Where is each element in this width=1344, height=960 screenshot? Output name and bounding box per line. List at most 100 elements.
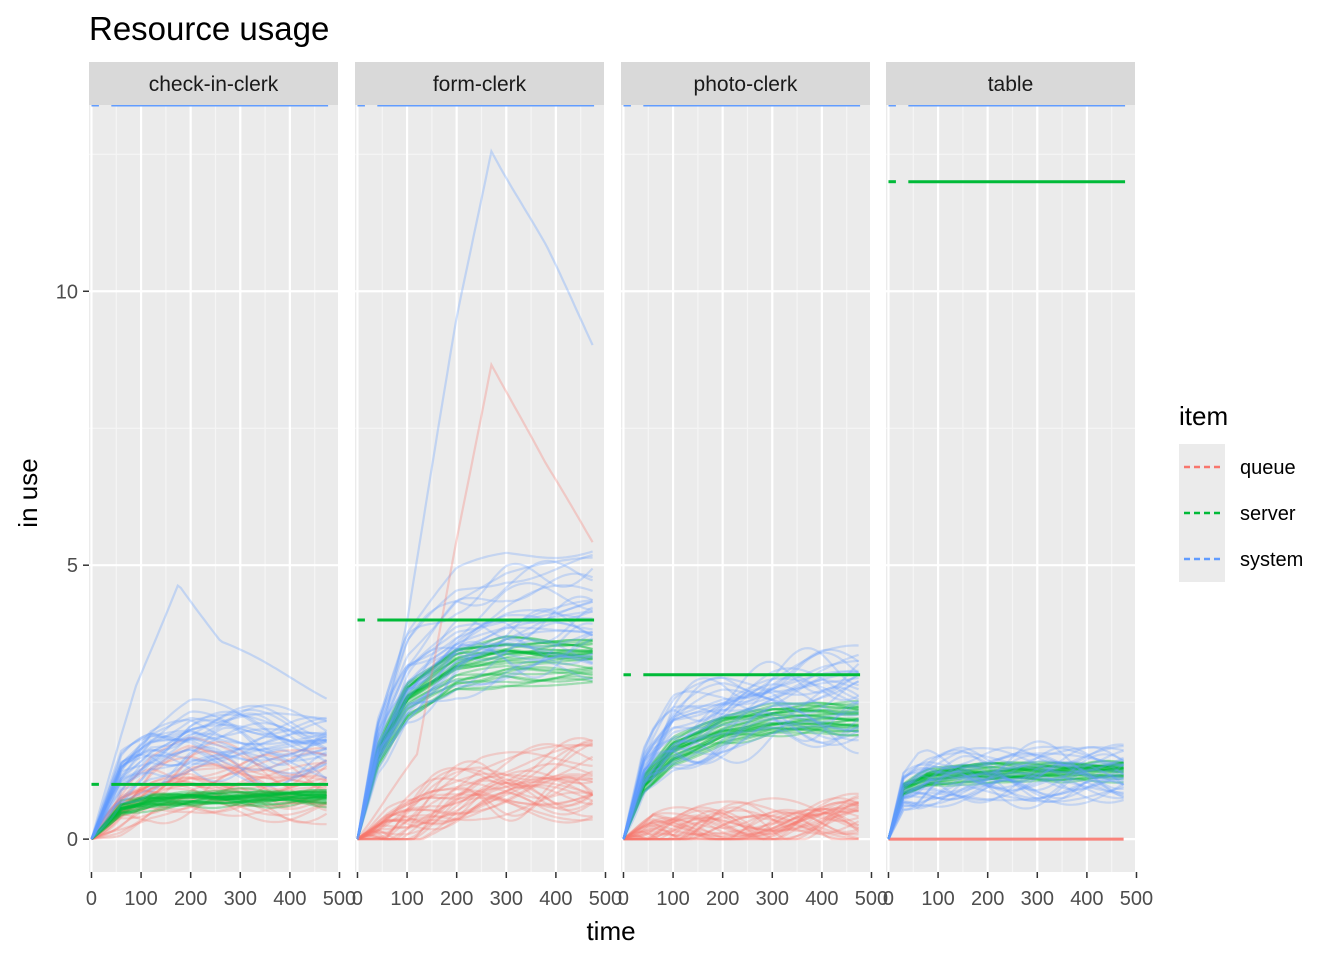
line-system [622, 677, 860, 840]
line-server [356, 677, 593, 840]
line-server [90, 789, 327, 840]
line-queue [357, 791, 593, 841]
line-queue [622, 808, 860, 841]
panel-background [621, 105, 870, 872]
line-queue [623, 815, 859, 841]
line-queue [90, 778, 328, 840]
series-lines [90, 105, 329, 841]
line-queue [623, 808, 860, 841]
line-server [622, 721, 859, 840]
line-server [90, 789, 327, 840]
line-server [90, 792, 327, 840]
panel-background [89, 105, 338, 872]
line-system [90, 746, 328, 840]
line-queue [356, 780, 594, 841]
line-server [887, 773, 1124, 840]
line-system [887, 745, 1124, 840]
line-server [887, 766, 1124, 840]
line-system [887, 776, 1124, 840]
line-server [90, 788, 327, 840]
line-system [887, 772, 1124, 840]
line-server [622, 727, 859, 840]
line-system [90, 735, 328, 840]
line-server [90, 789, 327, 840]
line-system [356, 610, 593, 840]
line-server [622, 699, 859, 840]
line-queue [90, 776, 327, 840]
line-system [356, 572, 593, 840]
line-server [90, 798, 327, 840]
line-system [90, 710, 327, 840]
line-server [622, 712, 859, 840]
line-system [622, 704, 859, 840]
line-server [356, 636, 593, 840]
line-queue [622, 800, 859, 841]
line-system [887, 743, 1124, 840]
line-system [356, 607, 593, 840]
line-server [622, 710, 859, 840]
line-server [90, 797, 327, 840]
line-queue [357, 755, 594, 841]
line-queue [91, 782, 327, 841]
line-queue [356, 743, 593, 840]
facet-strip-label: form-clerk [433, 73, 527, 96]
line-system [90, 713, 327, 840]
line-server [887, 772, 1124, 840]
x-tick-label: 200 [440, 888, 473, 910]
line-system [622, 719, 860, 840]
line-queue [623, 811, 860, 841]
facet-strip [621, 62, 870, 105]
line-system [622, 653, 859, 840]
line-server [887, 770, 1124, 840]
line-system [622, 648, 860, 840]
line-queue [623, 800, 859, 841]
line-system [887, 753, 1125, 840]
line-system [356, 622, 593, 840]
x-tick-label: 500 [589, 888, 622, 910]
x-tick-label: 300 [1021, 888, 1054, 910]
line-server [622, 718, 859, 840]
line-server [356, 667, 593, 840]
line-system [622, 710, 859, 840]
x-tick-label: 500 [1120, 888, 1153, 910]
line-server [887, 764, 1124, 840]
line-queue [357, 781, 593, 841]
line-queue [623, 811, 859, 841]
line-system [622, 715, 859, 840]
line-server [356, 658, 593, 840]
line-queue [356, 739, 593, 841]
line-system [356, 639, 594, 840]
line-queue [356, 793, 593, 841]
line-server [90, 790, 327, 840]
series-lines [887, 105, 1126, 841]
line-server [887, 774, 1124, 840]
line-server [90, 792, 327, 840]
line-system [90, 730, 327, 840]
line-server [887, 766, 1124, 840]
line-server [356, 666, 593, 840]
line-queue [356, 778, 594, 841]
line-system [887, 759, 1124, 840]
line-system [90, 722, 328, 840]
line-queue [622, 794, 859, 841]
line-server [887, 768, 1124, 840]
line-queue [90, 750, 328, 840]
line-server [887, 761, 1124, 840]
line-queue [90, 780, 328, 841]
line-queue [623, 814, 859, 841]
facet-strip [355, 62, 604, 105]
line-server [90, 790, 327, 840]
line-server [90, 790, 327, 840]
line-server [622, 714, 859, 840]
line-queue [90, 762, 327, 840]
line-queue [623, 809, 860, 841]
line-queue [622, 802, 859, 841]
line-queue [622, 810, 859, 841]
line-queue [622, 811, 859, 841]
x-tick-label: 200 [174, 888, 207, 910]
line-system [356, 637, 594, 840]
line-server [90, 792, 327, 840]
x-tick-label: 400 [1070, 888, 1103, 910]
panel-background [886, 105, 1135, 872]
line-server [356, 644, 593, 840]
